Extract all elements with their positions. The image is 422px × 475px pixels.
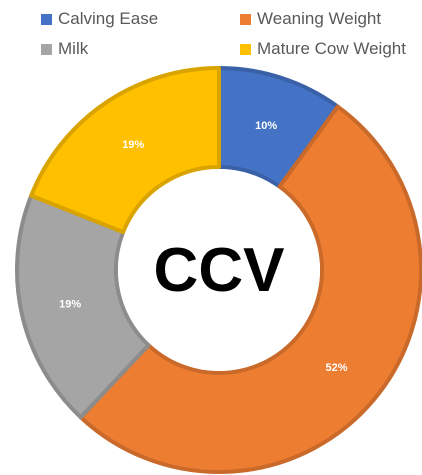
legend-item-weaning-weight: Weaning Weight	[240, 9, 381, 29]
data-label-weaning-weight: 52%	[325, 362, 347, 374]
donut-hole	[118, 169, 320, 371]
data-label-mature-cow-weight: 19%	[122, 139, 144, 151]
slices-group	[15, 66, 422, 474]
slice-weaning-weight	[78, 104, 422, 474]
legend-label: Weaning Weight	[257, 9, 382, 28]
legend-swatch	[240, 43, 251, 55]
legend-label: Mature Cow Weight	[257, 39, 406, 58]
data-label-milk: 19%	[59, 298, 81, 310]
slice-mature-cow-weight	[29, 66, 221, 235]
legend-swatch	[240, 13, 251, 25]
legend-item-calving-ease: Calving Ease	[41, 9, 158, 29]
slice-labels-group: 10% 52% 19% 19%	[59, 120, 348, 374]
legend: Calving Ease Weaning Weight Milk Mature …	[0, 0, 422, 58]
data-label-calving-ease: 10%	[255, 120, 277, 132]
slice-milk	[15, 193, 151, 420]
legend-swatch	[41, 13, 52, 25]
legend-label: Milk	[58, 39, 89, 58]
legend-label: Calving Ease	[58, 9, 159, 28]
legend-item-mature-cow-weight: Mature Cow Weight	[240, 39, 406, 59]
legend-item-milk: Milk	[41, 39, 88, 59]
legend-swatch	[41, 43, 52, 55]
center-label: CCV	[154, 236, 285, 305]
